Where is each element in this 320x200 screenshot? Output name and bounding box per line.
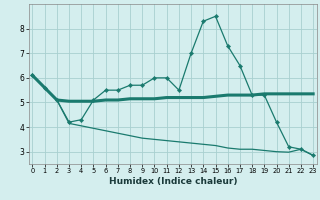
X-axis label: Humidex (Indice chaleur): Humidex (Indice chaleur) <box>108 177 237 186</box>
